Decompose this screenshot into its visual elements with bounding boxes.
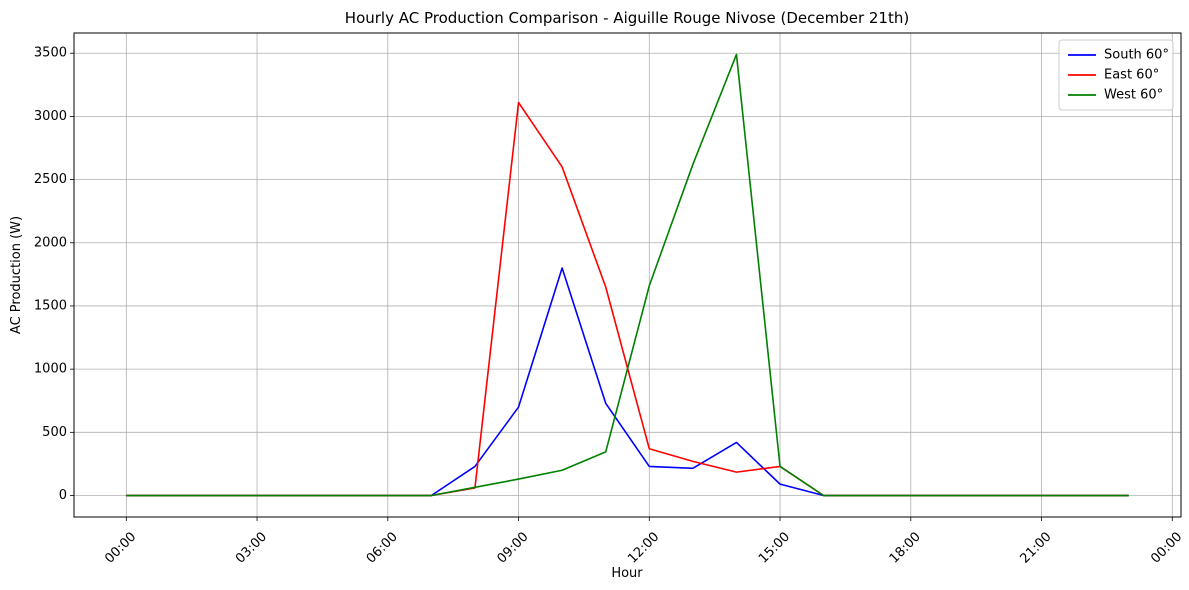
legend-label: West 60° <box>1104 88 1163 103</box>
y-tick-label: 500 <box>42 425 67 440</box>
series-lines <box>126 53 1129 497</box>
legend-box <box>1058 39 1174 111</box>
y-tick-label: 2500 <box>34 172 67 187</box>
y-tick-label: 2000 <box>34 235 67 250</box>
y-axis-title: AC Production (W) <box>9 216 24 334</box>
legend-label: South 60° <box>1104 48 1169 63</box>
y-tick-label: 3000 <box>34 109 67 124</box>
legend: South 60° East 60° West 60° <box>1058 39 1174 111</box>
x-axis-title: Hour <box>611 566 643 581</box>
y-tick-label: 0 <box>59 488 67 503</box>
plot-frame <box>73 32 1182 518</box>
legend-label: East 60° <box>1104 68 1159 83</box>
y-tick-label: 3500 <box>34 46 67 61</box>
series-line-west-60- <box>126 53 1129 497</box>
chart-title: Hourly AC Production Comparison - Aiguil… <box>345 9 909 27</box>
y-tick-label: 1000 <box>34 362 67 377</box>
y-tick-label: 1500 <box>34 298 67 313</box>
